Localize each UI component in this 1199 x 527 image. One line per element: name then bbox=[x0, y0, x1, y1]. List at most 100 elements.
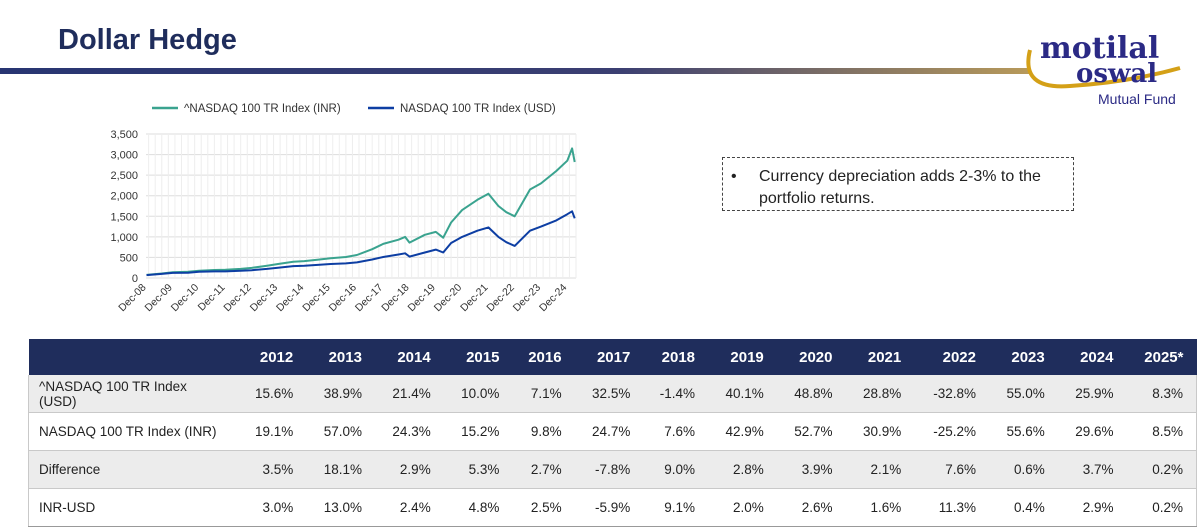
table-cell: 25.9% bbox=[1057, 375, 1127, 413]
table-cell: 18.1% bbox=[306, 450, 375, 489]
x-tick-label: Dec-20 bbox=[432, 282, 465, 315]
table-cell: 42.9% bbox=[708, 412, 777, 451]
table-cell: -5.9% bbox=[574, 488, 644, 527]
x-tick-label: Dec-12 bbox=[221, 282, 254, 315]
table-cell: 2.1% bbox=[845, 450, 915, 489]
table-cell: 10.0% bbox=[443, 375, 513, 413]
table-row: Difference 3.5% 18.1% 2.9% 5.3% 2.7% -7.… bbox=[28, 450, 1198, 489]
table-cell: 55.6% bbox=[989, 412, 1058, 451]
table-cell: 0.4% bbox=[989, 488, 1058, 527]
table-cell: 8.5% bbox=[1126, 412, 1198, 451]
table-row: ^NASDAQ 100 TR Index (USD) 15.6% 38.9% 2… bbox=[28, 375, 1198, 413]
motilal-oswal-logo: motilal oswal Mutual Fund bbox=[1026, 31, 1181, 107]
table-cell: 0.2% bbox=[1126, 488, 1198, 527]
table-cell: 9.0% bbox=[643, 450, 709, 489]
table-cell: 2.0% bbox=[708, 488, 777, 527]
col-header: 2020 bbox=[776, 339, 846, 375]
x-tick-label: Dec-18 bbox=[379, 282, 412, 315]
table-cell: 48.8% bbox=[776, 375, 846, 413]
y-tick-label: 2,000 bbox=[110, 191, 138, 203]
x-tick-label: Dec-16 bbox=[327, 282, 360, 315]
table-row: NASDAQ 100 TR Index (INR) 19.1% 57.0% 24… bbox=[28, 412, 1198, 451]
table-cell: 9.8% bbox=[512, 412, 575, 451]
col-header: 2021 bbox=[845, 339, 915, 375]
col-header: 2023 bbox=[989, 339, 1058, 375]
table-cell: 3.7% bbox=[1057, 450, 1127, 489]
table-cell: 15.2% bbox=[443, 412, 513, 451]
table-row: INR-USD 3.0% 13.0% 2.4% 4.8% 2.5% -5.9% … bbox=[28, 488, 1198, 527]
table-cell: 3.9% bbox=[776, 450, 846, 489]
x-tick-label: Dec-08 bbox=[116, 282, 149, 315]
logo-line3: Mutual Fund bbox=[1098, 91, 1176, 107]
table-cell: 0.6% bbox=[989, 450, 1058, 489]
y-tick-label: 2,500 bbox=[110, 170, 138, 182]
table-cell: 7.6% bbox=[643, 412, 709, 451]
table-cell: 19.1% bbox=[237, 412, 307, 451]
row-label: Difference bbox=[28, 450, 238, 489]
table-cell: 24.3% bbox=[374, 412, 444, 451]
table-cell: 11.3% bbox=[914, 488, 989, 527]
table-cell: 29.6% bbox=[1057, 412, 1127, 451]
row-label: ^NASDAQ 100 TR Index (USD) bbox=[28, 375, 238, 413]
col-header: 2025* bbox=[1126, 339, 1197, 375]
table-cell: 2.7% bbox=[512, 450, 575, 489]
row-label: NASDAQ 100 TR Index (INR) bbox=[28, 412, 238, 451]
table-cell: 1.6% bbox=[845, 488, 915, 527]
table-cell: 28.8% bbox=[845, 375, 915, 413]
y-tick-label: 1,500 bbox=[110, 211, 138, 223]
table-cell: 0.2% bbox=[1126, 450, 1198, 489]
table-cell: 2.9% bbox=[374, 450, 444, 489]
table-cell: 52.7% bbox=[776, 412, 846, 451]
logo-line1: motilal bbox=[1040, 31, 1159, 66]
title-underline bbox=[0, 68, 1030, 74]
table-header-row: 2012 2013 2014 2015 2016 2017 2018 2019 … bbox=[28, 339, 1197, 375]
x-tick-label: Dec-14 bbox=[274, 282, 307, 315]
callout-text: Currency depreciation adds 2-3% to the p… bbox=[759, 168, 1041, 207]
logo-swoosh bbox=[1026, 49, 1181, 89]
table-cell: 4.8% bbox=[443, 488, 513, 527]
table-cell: 15.6% bbox=[237, 375, 307, 413]
table-cell: 2.5% bbox=[512, 488, 575, 527]
x-tick-label: Dec-19 bbox=[406, 282, 439, 315]
table-cell: 5.3% bbox=[443, 450, 513, 489]
y-tick-label: 3,000 bbox=[110, 150, 138, 162]
x-tick-label: Dec-15 bbox=[300, 282, 333, 315]
table-cell: 2.8% bbox=[708, 450, 777, 489]
table-cell: -7.8% bbox=[574, 450, 644, 489]
table-cell: 32.5% bbox=[574, 375, 644, 413]
x-tick-label: Dec-22 bbox=[484, 282, 517, 315]
table-cell: 2.9% bbox=[1057, 488, 1127, 527]
legend-label: ^NASDAQ 100 TR Index (INR) bbox=[184, 103, 341, 115]
col-header: 2018 bbox=[643, 339, 709, 375]
table-cell: 3.5% bbox=[237, 450, 307, 489]
y-tick-label: 0 bbox=[132, 273, 138, 285]
col-header: 2019 bbox=[708, 339, 777, 375]
col-header: 2014 bbox=[374, 339, 444, 375]
row-label: INR-USD bbox=[28, 488, 238, 527]
table-cell: 13.0% bbox=[306, 488, 375, 527]
table-cell: 8.3% bbox=[1126, 375, 1198, 413]
y-tick-label: 500 bbox=[120, 252, 138, 264]
table-cell: 7.1% bbox=[512, 375, 575, 413]
x-tick-label: Dec-11 bbox=[196, 282, 228, 314]
table-cell: -25.2% bbox=[914, 412, 989, 451]
col-header: 2022 bbox=[914, 339, 989, 375]
col-header: 2013 bbox=[306, 339, 375, 375]
table-cell: 9.1% bbox=[643, 488, 709, 527]
col-header: 2012 bbox=[237, 339, 307, 375]
table-cell: 38.9% bbox=[306, 375, 375, 413]
table-cell: 3.0% bbox=[237, 488, 307, 527]
col-header: 2015 bbox=[443, 339, 513, 375]
x-tick-label: Dec-13 bbox=[248, 282, 281, 315]
table-cell: 2.6% bbox=[776, 488, 846, 527]
callout-box: • Currency depreciation adds 2-3% to the… bbox=[722, 157, 1074, 211]
x-tick-label: Dec-17 bbox=[353, 282, 386, 315]
table-cell: 7.6% bbox=[914, 450, 989, 489]
y-tick-label: 1,000 bbox=[110, 232, 138, 244]
series-line-inr bbox=[146, 147, 576, 276]
col-header: 2016 bbox=[512, 339, 575, 375]
page-title: Dollar Hedge bbox=[58, 24, 237, 56]
x-tick-label: Dec-24 bbox=[537, 282, 570, 315]
table-cell: 40.1% bbox=[708, 375, 777, 413]
table-cell: 57.0% bbox=[306, 412, 375, 451]
